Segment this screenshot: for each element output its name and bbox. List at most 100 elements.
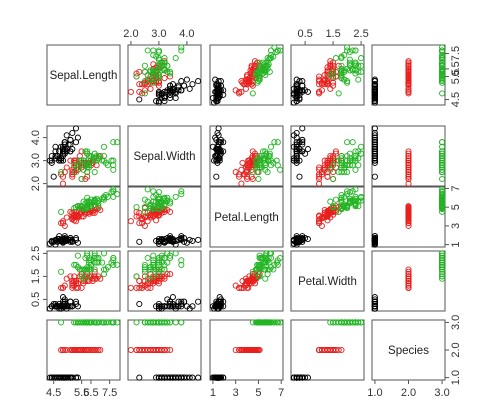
point-1-42-4-0 [74, 346, 81, 354]
point-1-49-3-2 [245, 277, 252, 285]
point-1-47-2-0 [82, 210, 89, 217]
point-1-45-1-4 [405, 157, 412, 164]
panel-3-0 [46, 250, 121, 312]
point-0-8-1-4 [371, 159, 378, 166]
point-2-43-2-0 [93, 195, 100, 202]
point-1-48-0-1 [141, 87, 148, 94]
point-1-47-1-4 [405, 159, 412, 166]
point-1-35-1-4 [405, 148, 412, 155]
point-1-45-2-1 [155, 211, 162, 218]
point-2-27-1-0 [80, 157, 87, 164]
point-0-41-1-4 [371, 173, 378, 180]
point-1-10-4-1 [127, 346, 134, 354]
panel-0-0 [46, 44, 121, 106]
point-1-31-3-0 [69, 284, 76, 291]
point-0-47-0-2 [214, 94, 221, 102]
point-0-46-0-3 [293, 87, 300, 94]
point-2-22-3-2 [274, 261, 281, 268]
point-1-48-3-0 [61, 282, 68, 289]
point-0-49-2-4 [371, 237, 378, 244]
point-2-41-1-4 [439, 155, 446, 162]
point-2-46-3-1 [141, 264, 148, 271]
point-1-41-4-2 [250, 346, 257, 354]
point-0-44-3-2 [220, 298, 227, 305]
point-1-35-0-1 [167, 73, 174, 80]
point-0-18-0-4 [371, 78, 378, 85]
point-0-18-1-0 [72, 139, 80, 146]
point-2-43-4-2 [265, 319, 272, 326]
point-2-41-3-0 [95, 254, 102, 262]
point-2-15-0-1 [161, 67, 168, 74]
point-2-31-1-0 [114, 139, 121, 146]
point-2-18-1-3 [352, 166, 359, 173]
point-1-6-1-3 [332, 150, 339, 157]
point-1-47-4-1 [153, 346, 160, 354]
point-2-41-3-1 [158, 254, 165, 262]
point-0-49-2-0 [59, 237, 67, 244]
point-0-15-0-1 [195, 78, 202, 85]
point-0-47-1-0 [52, 152, 59, 160]
point-0-34-1-4 [371, 155, 378, 162]
point-2-6-3-4 [439, 268, 446, 275]
point-2-31-1-2 [271, 139, 278, 146]
panel-2-0 [46, 186, 121, 248]
point-2-34-1-2 [262, 166, 269, 173]
point-2-35-0-1 [155, 47, 162, 54]
point-0-44-2-3 [299, 233, 306, 240]
point-0-43-0-3 [304, 88, 311, 95]
point-1-10-2-1 [127, 218, 134, 225]
tick-label-right-0-0: 4.5 [450, 92, 462, 107]
point-1-12-1-3 [316, 175, 323, 183]
variable-names: Sepal.Length Sepal.Width Petal.Length Petal… [50, 70, 430, 357]
point-0-46-2-1 [178, 235, 185, 243]
point-2-41-0-3 [352, 59, 359, 66]
point-0-22-0-1 [172, 94, 179, 102]
point-1-49-1-4 [405, 162, 412, 169]
point-0-49-1-2 [214, 150, 221, 157]
tick-label-right-0-3: 7.5 [450, 46, 462, 61]
point-1-18-1-4 [405, 175, 412, 183]
point-0-15-1-4 [371, 125, 378, 132]
point-2-13-1-3 [344, 169, 351, 176]
point-0-49-3-0 [59, 303, 67, 310]
point-0-48-1-2 [215, 141, 222, 148]
point-0-18-0-1 [178, 78, 185, 85]
point-2-40-3-4 [439, 252, 446, 259]
point-1-43-4-2 [236, 346, 243, 354]
point-1-43-3-1 [136, 284, 143, 291]
point-1-49-4-1 [150, 346, 157, 354]
point-1-48-1-4 [405, 169, 412, 176]
tick-label-right-4-1: 2.0 [450, 342, 462, 357]
point-2-38-0-1 [155, 73, 162, 80]
point-2-48-4-2 [259, 319, 267, 326]
point-2-34-3-4 [439, 275, 446, 282]
point-0-46-3-1 [178, 303, 185, 310]
point-0-49-0-2 [214, 88, 221, 95]
point-0-43-2-3 [304, 235, 311, 243]
point-0-36-0-3 [293, 81, 300, 88]
point-2-44-4-1 [164, 319, 171, 326]
point-0-48-0-1 [175, 84, 182, 91]
tick-label-left-3-1: 1.5 [30, 269, 42, 284]
point-2-18-2-1 [144, 186, 151, 193]
point-2-19-2-1 [133, 204, 140, 211]
point-2-18-1-0 [110, 166, 117, 173]
point-1-41-3-4 [405, 275, 412, 282]
point-0-33-3-1 [189, 303, 196, 310]
point-2-30-1-2 [267, 162, 275, 169]
panel-1-1 [127, 125, 202, 187]
panel-2-2 [209, 186, 284, 248]
point-1-43-1-4 [405, 173, 412, 180]
point-2-6-1-2 [249, 169, 256, 176]
panel-2-3 [290, 186, 365, 248]
point-2-22-3-0 [110, 261, 117, 268]
point-0-15-4-1 [195, 374, 202, 381]
point-0-41-0-1 [136, 96, 143, 103]
point-2-18-3-1 [144, 254, 151, 262]
point-2-49-2-3 [338, 203, 345, 210]
point-2-46-4-1 [141, 319, 148, 326]
point-2-46-1-0 [84, 169, 91, 176]
point-2-31-0-4 [439, 44, 446, 51]
point-2-6-0-3 [335, 90, 342, 97]
point-2-47-2-0 [87, 202, 95, 209]
